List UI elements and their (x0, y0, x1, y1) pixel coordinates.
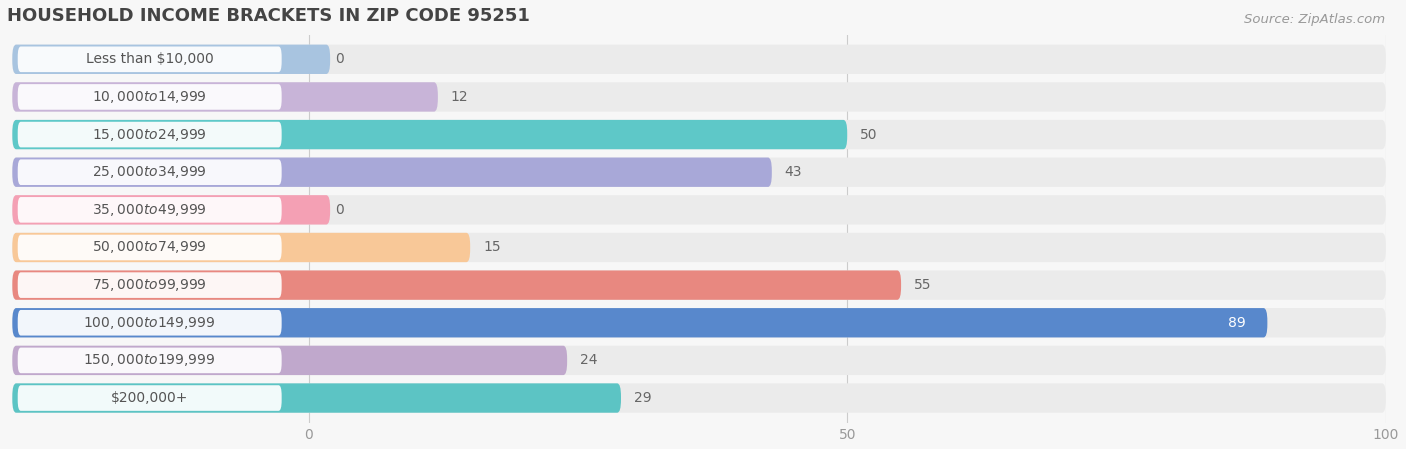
FancyBboxPatch shape (18, 310, 281, 335)
FancyBboxPatch shape (13, 82, 1386, 112)
Text: 29: 29 (634, 391, 651, 405)
FancyBboxPatch shape (13, 195, 330, 224)
Text: 24: 24 (581, 353, 598, 367)
FancyBboxPatch shape (13, 346, 1386, 375)
FancyBboxPatch shape (18, 122, 281, 147)
FancyBboxPatch shape (13, 233, 1386, 262)
FancyBboxPatch shape (18, 159, 281, 185)
FancyBboxPatch shape (13, 158, 772, 187)
FancyBboxPatch shape (18, 348, 281, 373)
FancyBboxPatch shape (18, 235, 281, 260)
Text: HOUSEHOLD INCOME BRACKETS IN ZIP CODE 95251: HOUSEHOLD INCOME BRACKETS IN ZIP CODE 95… (7, 7, 530, 25)
FancyBboxPatch shape (13, 308, 1267, 338)
Text: $35,000 to $49,999: $35,000 to $49,999 (93, 202, 207, 218)
FancyBboxPatch shape (18, 47, 281, 72)
Text: $50,000 to $74,999: $50,000 to $74,999 (93, 239, 207, 255)
Text: $200,000+: $200,000+ (111, 391, 188, 405)
Text: $10,000 to $14,999: $10,000 to $14,999 (93, 89, 207, 105)
FancyBboxPatch shape (18, 197, 281, 223)
FancyBboxPatch shape (13, 44, 330, 74)
FancyBboxPatch shape (18, 84, 281, 110)
FancyBboxPatch shape (13, 233, 470, 262)
Text: Source: ZipAtlas.com: Source: ZipAtlas.com (1244, 13, 1385, 26)
FancyBboxPatch shape (18, 273, 281, 298)
FancyBboxPatch shape (13, 120, 1386, 149)
FancyBboxPatch shape (13, 270, 901, 300)
Text: $150,000 to $199,999: $150,000 to $199,999 (83, 352, 217, 368)
Text: $100,000 to $149,999: $100,000 to $149,999 (83, 315, 217, 331)
FancyBboxPatch shape (13, 120, 848, 149)
Text: $25,000 to $34,999: $25,000 to $34,999 (93, 164, 207, 180)
FancyBboxPatch shape (13, 158, 1386, 187)
FancyBboxPatch shape (13, 346, 567, 375)
Text: 89: 89 (1227, 316, 1246, 330)
FancyBboxPatch shape (13, 195, 1386, 224)
Text: 0: 0 (336, 52, 344, 66)
FancyBboxPatch shape (13, 383, 1386, 413)
FancyBboxPatch shape (18, 385, 281, 411)
Text: 15: 15 (484, 241, 501, 255)
Text: Less than $10,000: Less than $10,000 (86, 52, 214, 66)
FancyBboxPatch shape (13, 308, 1386, 338)
FancyBboxPatch shape (13, 44, 1386, 74)
FancyBboxPatch shape (13, 270, 1386, 300)
FancyBboxPatch shape (13, 82, 437, 112)
Text: 50: 50 (860, 128, 877, 141)
Text: 0: 0 (336, 203, 344, 217)
Text: $15,000 to $24,999: $15,000 to $24,999 (93, 127, 207, 143)
Text: $75,000 to $99,999: $75,000 to $99,999 (93, 277, 207, 293)
FancyBboxPatch shape (13, 383, 621, 413)
Text: 55: 55 (914, 278, 932, 292)
Text: 43: 43 (785, 165, 803, 179)
Text: 12: 12 (451, 90, 468, 104)
